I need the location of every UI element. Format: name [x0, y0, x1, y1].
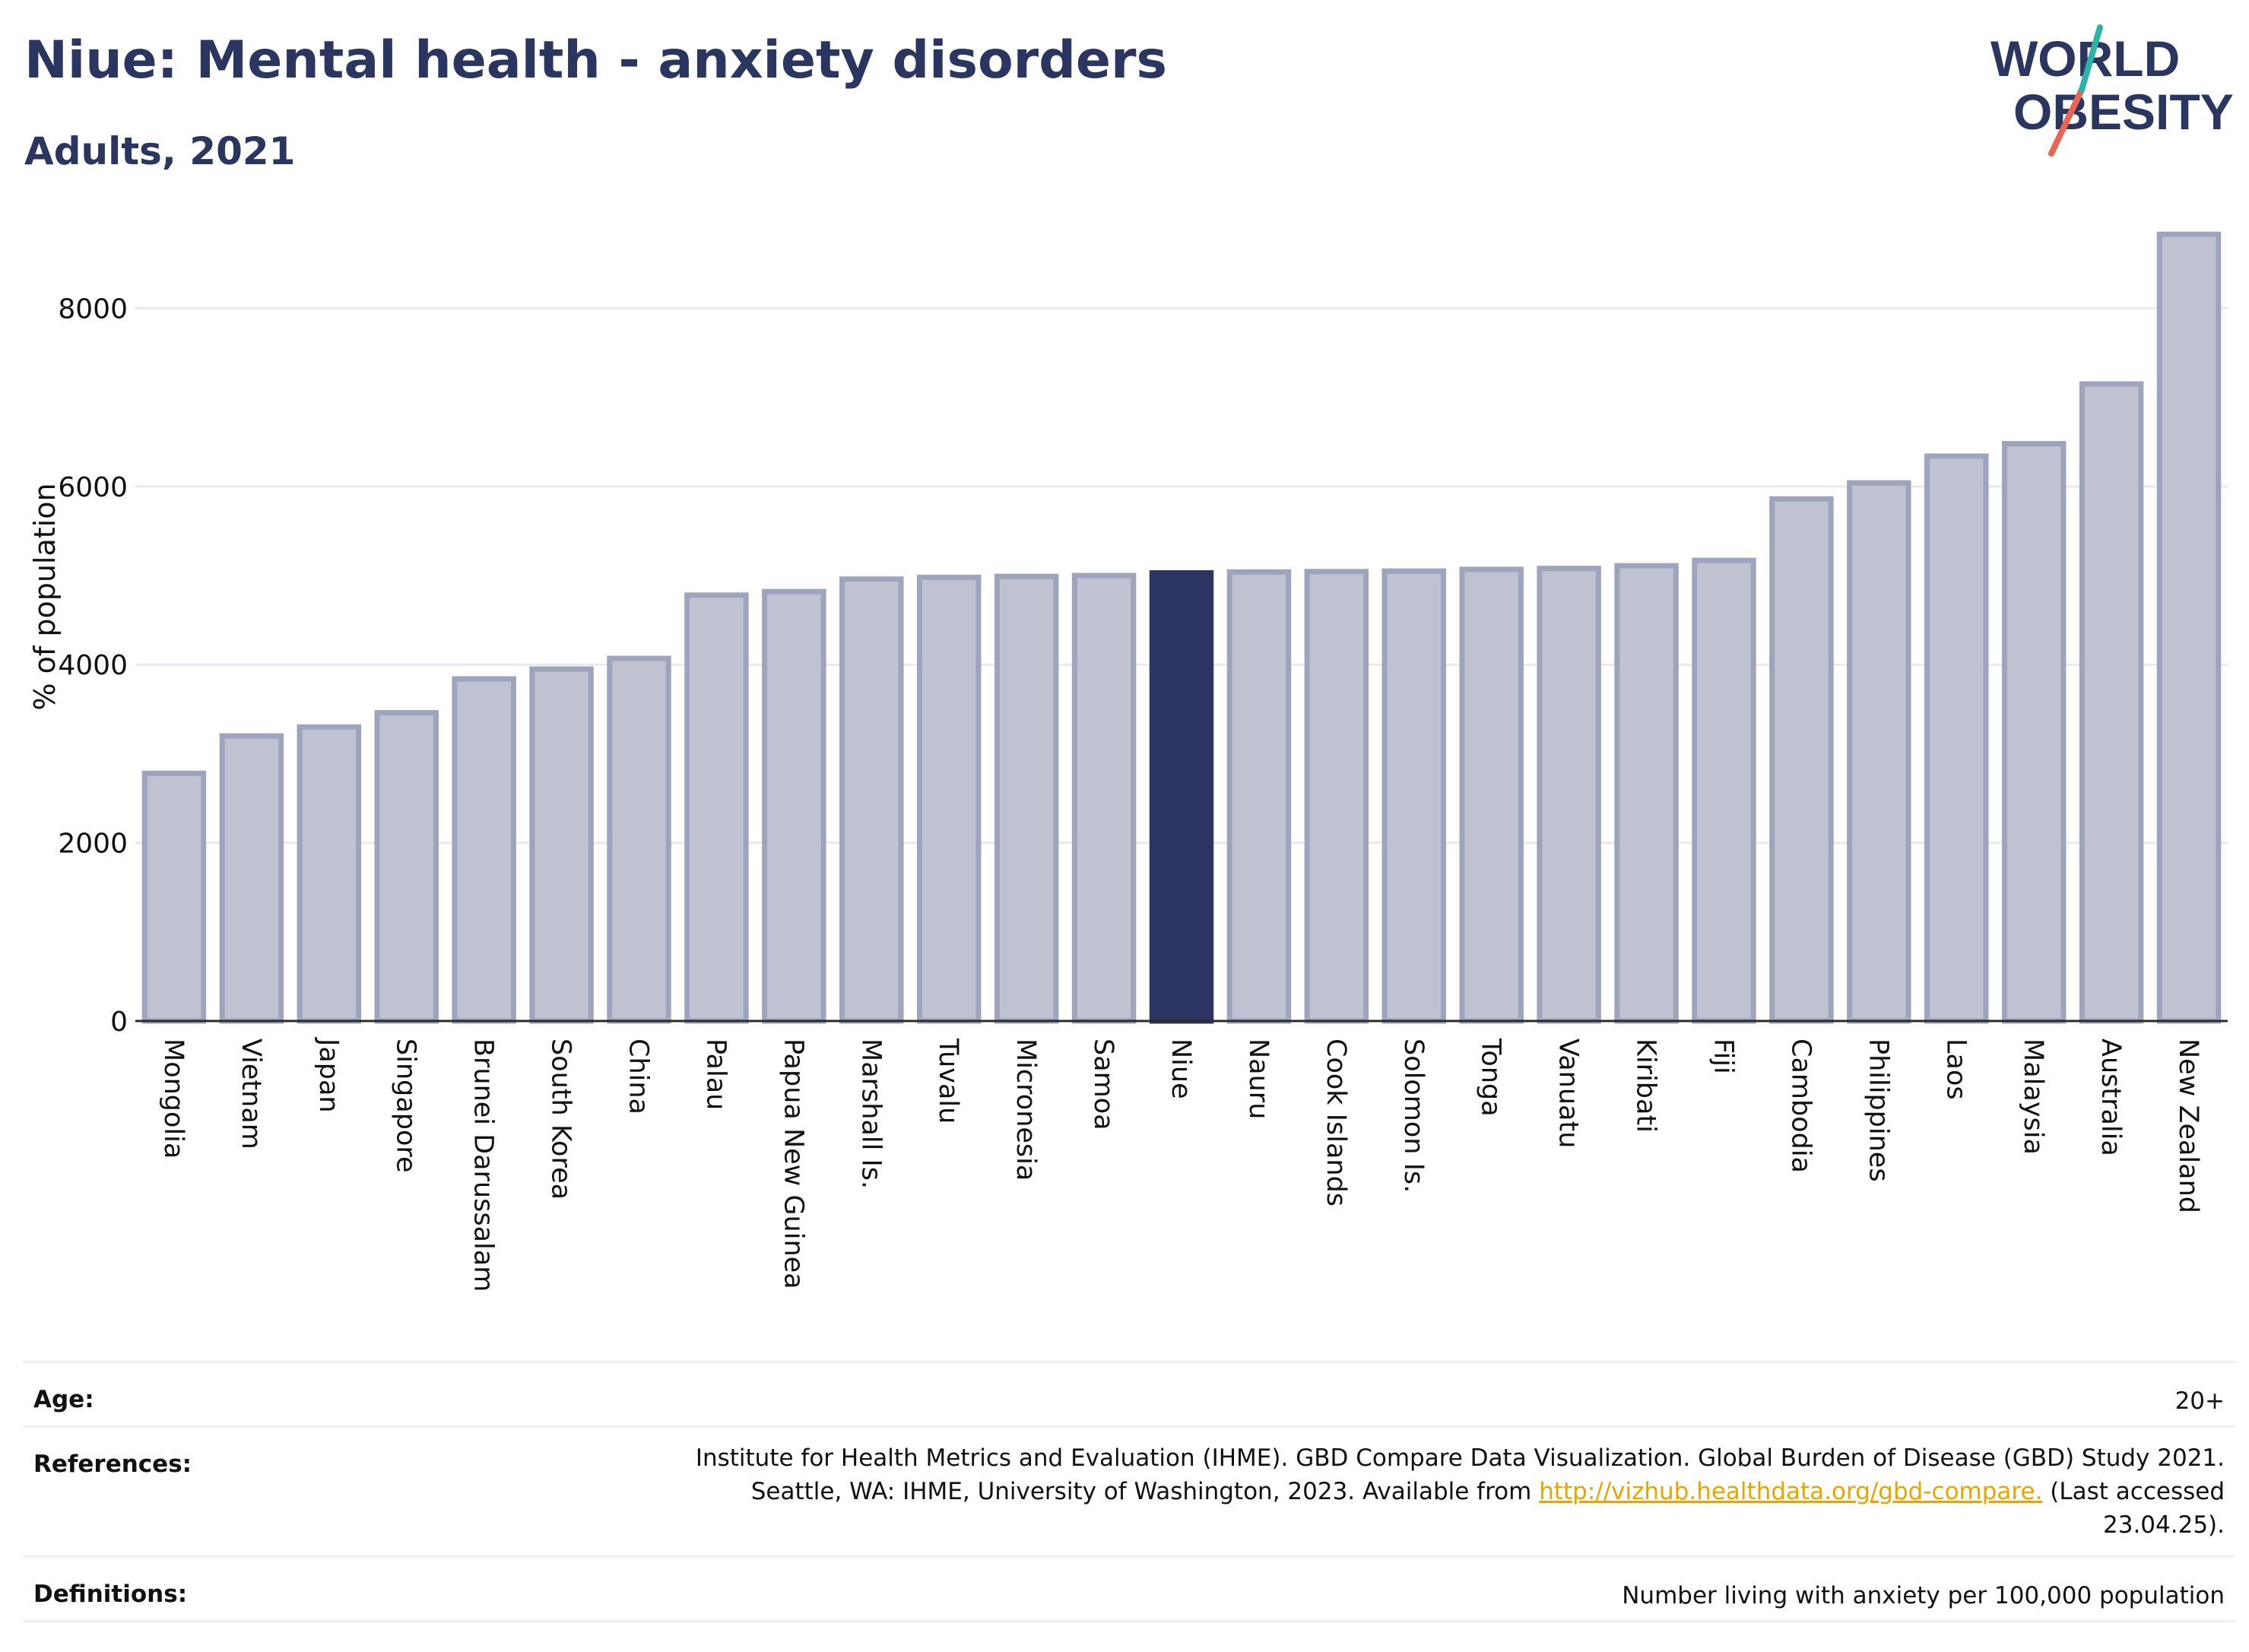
bar-palau — [684, 592, 749, 1024]
x-tick-label: Fiji — [1708, 1038, 1738, 1074]
x-tick-label: Marshall Is. — [855, 1038, 886, 1189]
y-axis-ticks: 0 2000 4000 6000 8000 — [58, 293, 128, 1038]
x-tick-label: Singapore — [391, 1038, 421, 1173]
references-link[interactable]: http://vizhub.healthdata.org/gbd-compare… — [1539, 1478, 2043, 1505]
bar-australia — [2079, 381, 2144, 1024]
x-tick-label: Nauru — [1243, 1038, 1274, 1119]
bar-nauru — [1226, 569, 1292, 1024]
references-line-1: Institute for Health Metrics and Evaluat… — [695, 1444, 2225, 1472]
x-tick-label: Japan — [313, 1037, 344, 1113]
bar-vietnam — [219, 733, 284, 1024]
bar-south-korea — [529, 666, 594, 1024]
age-label: Age: — [33, 1386, 94, 1413]
chart-title: Niue: Mental health - anxiety disorders — [24, 30, 1168, 90]
x-tick-label: Mongolia — [158, 1038, 189, 1159]
x-tick-label: Vietnam — [236, 1038, 266, 1149]
bar-china — [607, 655, 671, 1024]
info-row-definitions: Definitions: Number living with anxiety … — [23, 1555, 2235, 1622]
info-row-age: Age: 20+ — [23, 1361, 2235, 1425]
bar-japan — [297, 724, 362, 1024]
references-line-2-prefix: Seattle, WA: IHME, University of Washing… — [750, 1478, 1532, 1505]
x-tick-label: Samoa — [1088, 1038, 1118, 1130]
x-tick-label: Tonga — [1476, 1038, 1506, 1117]
x-tick-label: Tuvalu — [933, 1038, 963, 1124]
x-tick-label: China — [623, 1038, 654, 1115]
y-tick-label: 0 — [110, 1007, 128, 1038]
bars — [141, 231, 2222, 1024]
bar-solomon-is — [1381, 568, 1447, 1024]
x-tick-label: Niue — [1166, 1038, 1196, 1099]
bar-samoa — [1071, 572, 1137, 1024]
definitions-value: Number living with anxiety per 100,000 p… — [1622, 1582, 2225, 1609]
bar-chart: 0 2000 4000 6000 8000 Mongolia Vietnam Japan Si… — [28, 231, 2228, 1292]
bar-malaysia — [2001, 441, 2067, 1024]
references-line-2-suffix: (Last accessed — [2050, 1478, 2225, 1505]
bar-laos — [1924, 453, 1989, 1024]
x-tick-label: Philippines — [1863, 1038, 1893, 1182]
y-tick-label: 8000 — [58, 293, 128, 325]
bar-papua-new-guinea — [762, 588, 826, 1024]
y-tick-label: 2000 — [58, 829, 128, 860]
x-tick-label: Papua New Guinea — [778, 1038, 808, 1289]
x-tick-label: Solomon Is. — [1398, 1038, 1429, 1193]
bar-cambodia — [1769, 496, 1834, 1024]
info-table: Age: 20+ References: Institute for Healt… — [23, 1361, 2235, 1622]
y-axis-title: % of population — [28, 483, 62, 710]
x-tick-label: Vanuatu — [1553, 1038, 1584, 1148]
bar-cook-islands — [1304, 569, 1369, 1024]
bar-new-zealand — [2156, 231, 2222, 1024]
x-tick-label: Palau — [700, 1038, 731, 1110]
x-tick-label: New Zealand — [2173, 1038, 2203, 1213]
x-axis-labels: Mongolia Vietnam Japan Singapore Brunei Daru… — [158, 1037, 2203, 1292]
bar-singapore — [374, 710, 439, 1024]
x-tick-label: South Korea — [546, 1038, 576, 1200]
x-tick-label: Australia — [2095, 1038, 2126, 1156]
x-tick-label: Kiribati — [1631, 1038, 1661, 1133]
references-line-2: Seattle, WA: IHME, University of Washing… — [696, 1475, 2225, 1508]
bar-fiji — [1692, 557, 1756, 1024]
definitions-label: Definitions: — [33, 1581, 188, 1608]
info-row-references: References: Institute for Health Metrics… — [23, 1425, 2235, 1555]
x-tick-label: Cambodia — [1785, 1038, 1816, 1173]
bar-niue — [1149, 570, 1214, 1024]
references-line-3: 23.04.25). — [2103, 1511, 2225, 1539]
x-tick-label: Brunei Darussalam — [468, 1038, 499, 1292]
bar-kiribati — [1614, 563, 1679, 1024]
references-label: References: — [33, 1451, 192, 1478]
bar-mongolia — [141, 770, 207, 1024]
x-tick-label: Cook Islands — [1321, 1038, 1351, 1206]
bar-micronesia — [994, 573, 1059, 1024]
bar-philippines — [1847, 480, 1911, 1024]
chart-subtitle: Adults, 2021 — [24, 129, 296, 173]
x-tick-label: Laos — [1940, 1038, 1971, 1100]
bar-tuvalu — [916, 574, 982, 1024]
x-tick-label: Micronesia — [1010, 1038, 1041, 1181]
y-tick-label: 4000 — [58, 650, 128, 681]
x-tick-label: Malaysia — [2018, 1038, 2048, 1155]
bar-brunei-darussalam — [452, 676, 516, 1024]
world-obesity-logo: WORLD OBESITY — [1990, 24, 2234, 157]
age-value: 20+ — [2174, 1387, 2225, 1415]
bar-tonga — [1459, 566, 1524, 1024]
logo-text-obesity: OBESITY — [2013, 84, 2234, 140]
y-tick-label: 6000 — [58, 472, 128, 503]
bar-vanuatu — [1537, 566, 1601, 1024]
references-text: Institute for Health Metrics and Evaluat… — [696, 1428, 2225, 1555]
bar-marshall-is — [839, 576, 904, 1024]
